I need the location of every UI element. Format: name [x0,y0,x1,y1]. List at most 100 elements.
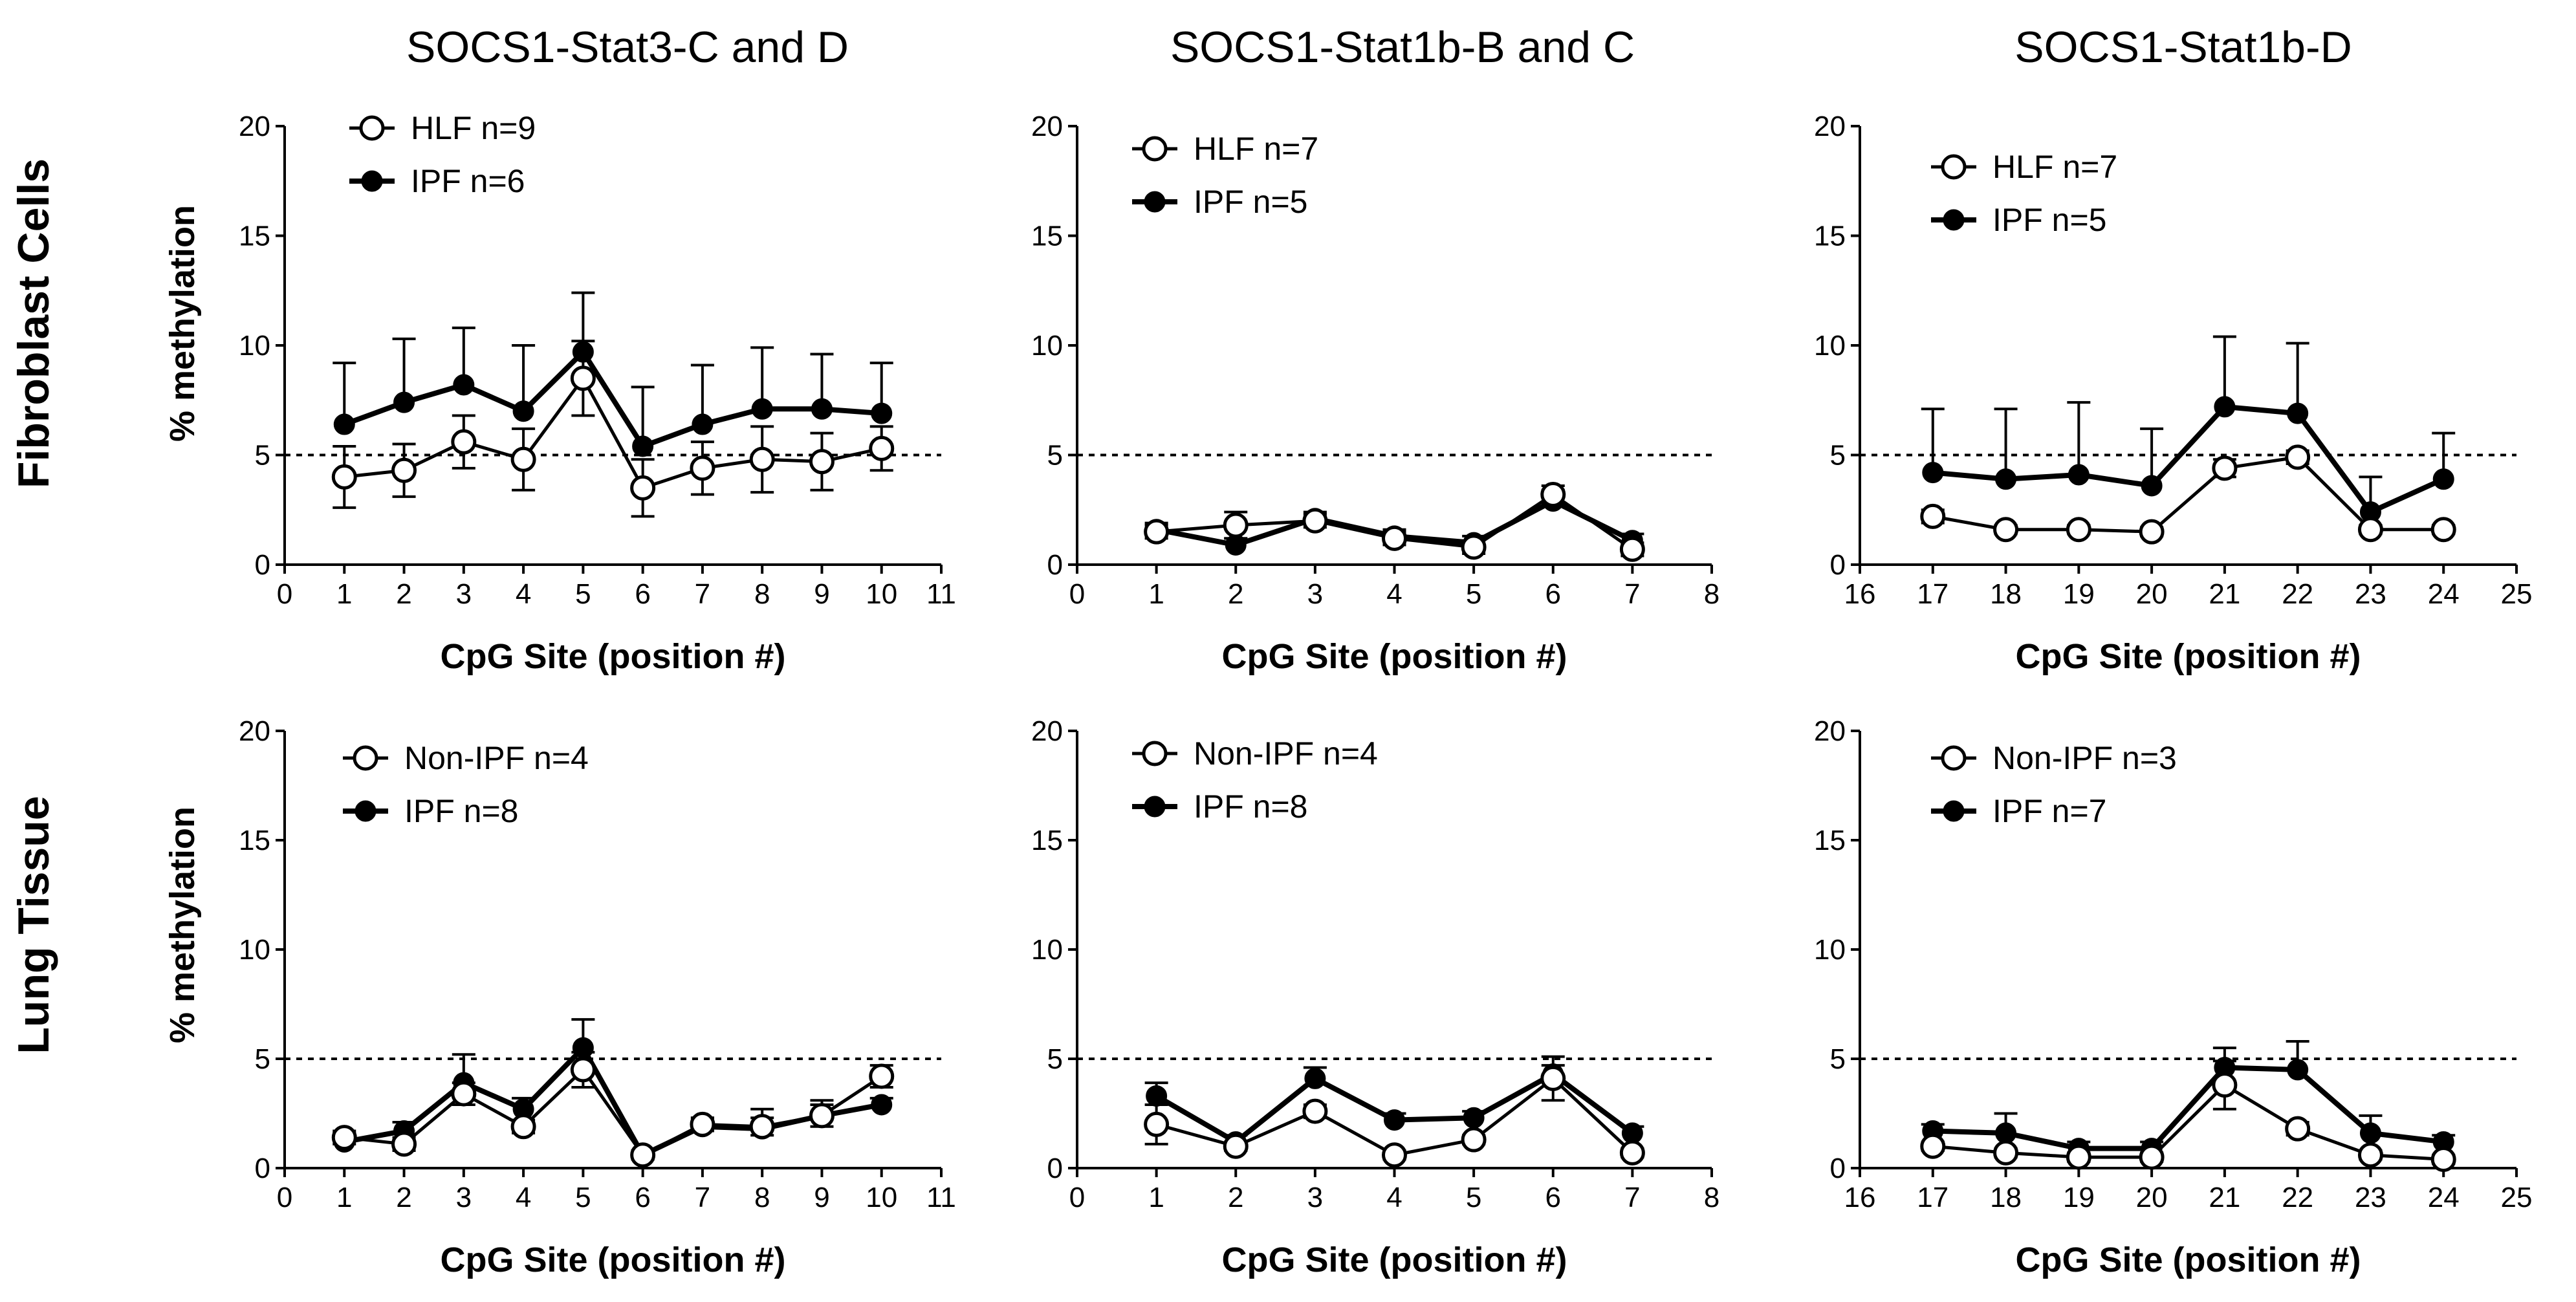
data-point [871,1094,893,1116]
data-point [1223,512,1249,538]
data-point [630,475,656,501]
data-point [1144,1111,1170,1137]
data-point [2357,1142,2383,1168]
data-point [1382,1142,1407,1168]
data-point [1995,468,2017,490]
data-point [1619,1140,1645,1166]
data-point [749,1114,775,1140]
x-tick-label: 19 [2063,1182,2095,1213]
data-point [2432,468,2454,490]
x-tick-label: 20 [2136,1182,2168,1213]
data-point [1144,519,1170,545]
panel-lung-stat1b-bc: 0 5 10 15 20 0 1 2 3 4 5 6 7 8 CpG Site (position #) No… [1031,715,1719,1279]
data-point [1922,462,1944,484]
x-tick-label: 18 [1990,578,2022,610]
x-tick-label: 4 [516,1182,531,1213]
panel-fibroblast-stat1b-d: 0 5 10 15 20 16 17 18 19 20 21 22 23 24 25 CpG Site (po… [1814,111,2532,676]
data-point [690,455,715,481]
y-tick-label: 15 [1031,221,1063,252]
x-tick-label: 0 [277,578,292,610]
x-tick-label: 21 [2209,1182,2240,1213]
legend-marker [1144,796,1166,818]
data-point [2141,475,2163,497]
x-tick-label: 7 [1624,578,1640,610]
x-tick-label: 7 [695,578,710,610]
y-axis-label-row2: % methylation [163,807,202,1043]
legend-marker [1943,800,1965,822]
legend-label: IPF n=5 [1992,202,2107,238]
data-point [632,435,654,457]
y-tick-label: 10 [1814,934,1846,966]
data-point [2430,517,2456,543]
data-point [2287,1059,2309,1081]
data-point [1920,503,1946,529]
y-tick-label: 5 [255,440,270,472]
legend-marker [1142,136,1168,162]
data-point [570,1057,596,1083]
x-tick-label: 6 [1545,578,1561,610]
x-tick-label: 23 [2355,578,2386,610]
y-tick-label: 0 [1830,549,1846,581]
data-point [1384,1109,1405,1131]
y-tick-label: 0 [255,549,270,581]
x-tick-label: 0 [277,1182,292,1213]
legend-label: IPF n=8 [1194,788,1308,825]
x-tick-label: 10 [866,1182,897,1213]
x-tick-label: 17 [1917,578,1948,610]
series-line [1932,1065,2444,1151]
data-point [1146,1085,1168,1107]
panel-lung-stat3: 0 5 10 15 20 0 1 2 3 4 5 6 7 8 9 10 11 CpG Site (position… [239,715,956,1279]
row-title-fibroblast: Fibroblast Cells [9,158,58,488]
panel-lung-stat1b-d: 0 5 10 15 20 16 17 18 19 20 21 22 23 24 25 CpG Site (po… [1814,715,2532,1279]
data-point [749,446,775,472]
y-tick-label: 10 [239,330,270,362]
y-tick-label: 20 [1031,111,1063,142]
data-point [809,449,835,475]
data-point [391,457,417,483]
x-tick-label: 19 [2063,578,2095,610]
row-title-lung: Lung Tissue [9,796,58,1054]
x-tick-label: 23 [2355,1182,2386,1213]
data-point [453,374,475,396]
x-tick-label: 3 [456,578,472,610]
data-point [2139,1144,2165,1170]
legend-label: HLF n=9 [411,110,536,146]
y-axis-label-row1: % methylation [163,205,202,442]
data-point [510,1114,536,1140]
data-point [630,1142,656,1168]
panel-fibroblast-stat1b-bc: 0 5 10 15 20 0 1 2 3 4 5 6 7 8 CpG Site (position #) HL… [1031,111,1719,676]
x-tick-label: 18 [1990,1182,2022,1213]
data-point [1304,1067,1326,1089]
x-tick-label: 16 [1844,1182,1876,1213]
legend-label: HLF n=7 [1992,149,2117,185]
x-tick-label: 6 [635,1182,650,1213]
data-point [393,391,415,413]
x-tick-label: 24 [2428,1182,2460,1213]
y-tick-label: 10 [239,934,270,966]
x-tick-label: 25 [2501,578,2533,610]
y-tick-label: 0 [1047,549,1063,581]
column-title-2: SOCS1-Stat1b-B and C [1170,23,1635,72]
y-tick-label: 5 [1830,1043,1846,1075]
x-tick-label: 8 [1704,578,1719,610]
legend-label: IPF n=7 [1992,793,2107,829]
x-tick-label: 24 [2428,578,2460,610]
data-point [1463,1107,1485,1129]
x-tick-label: 5 [1466,578,1481,610]
data-point [1993,517,2019,543]
data-point [1461,534,1487,560]
data-point [2068,464,2090,486]
legend-label: Non-IPF n=3 [1992,740,2177,776]
y-tick-label: 5 [1047,1043,1063,1075]
y-tick-label: 5 [1047,440,1063,472]
data-point [451,429,477,455]
data-point [1540,482,1566,508]
x-tick-label: 2 [396,578,411,610]
data-point [1621,1122,1643,1144]
data-point [2430,1146,2456,1172]
y-tick-label: 15 [239,221,270,252]
x-tick-label: 6 [635,578,650,610]
x-tick-label: 3 [1307,578,1323,610]
legend-label: HLF n=7 [1194,131,1318,167]
